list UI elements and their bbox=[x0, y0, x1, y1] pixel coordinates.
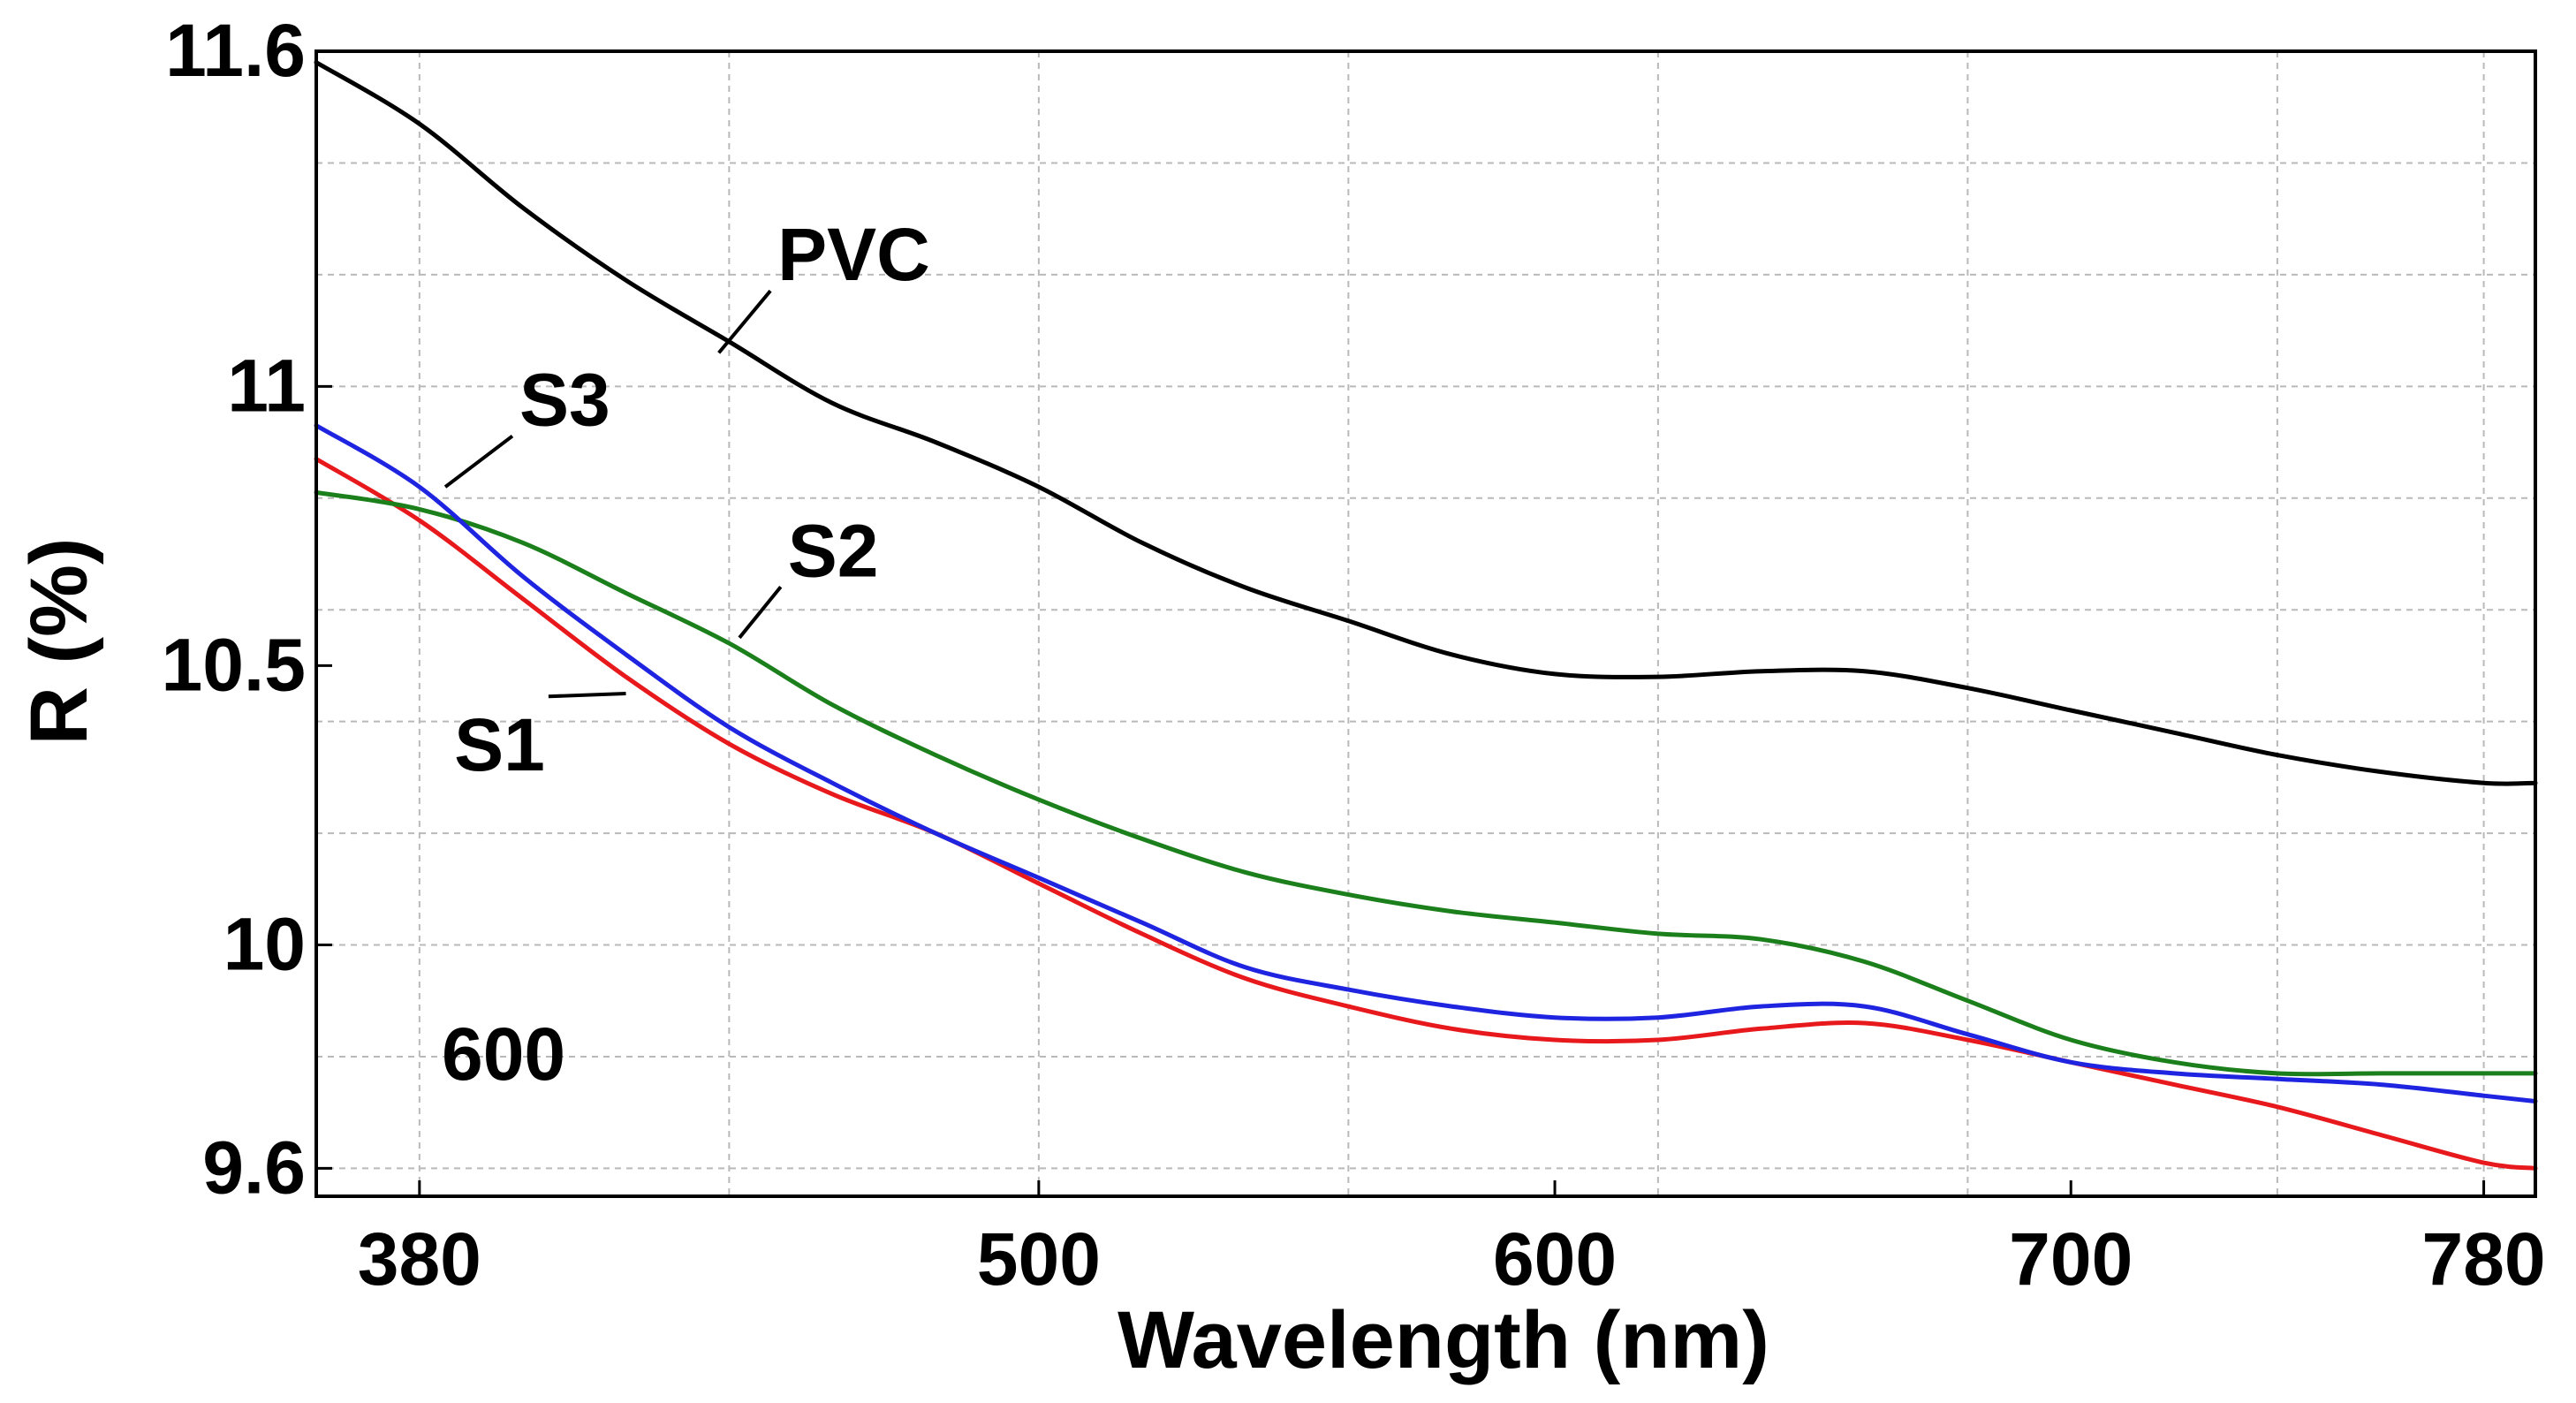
series-labels: PVC S3 S2 S1 bbox=[454, 213, 930, 786]
leader-line-s1 bbox=[548, 692, 626, 699]
series-line-pvc bbox=[314, 60, 2538, 786]
y-axis-ticks: 9.6 10 10.5 11 11.6 bbox=[162, 9, 332, 1209]
series-group bbox=[314, 60, 2538, 1171]
x-tick-label-380: 380 bbox=[358, 1217, 481, 1301]
y-tick-label-0: 9.6 bbox=[202, 1126, 306, 1209]
series-line-s3 bbox=[314, 423, 2538, 1103]
label-leader-lines bbox=[443, 289, 783, 699]
x-tick-label-500: 500 bbox=[977, 1217, 1101, 1301]
y-tick-label-3: 11 bbox=[227, 344, 306, 427]
leader-line-s2 bbox=[738, 586, 783, 640]
plot-frame bbox=[314, 49, 2537, 1198]
x-axis-title: Wavelength (nm) bbox=[1118, 1295, 1769, 1385]
x-tick-label-780: 780 bbox=[2422, 1217, 2546, 1301]
series-label-pvc: PVC bbox=[777, 213, 930, 296]
series-line-s1 bbox=[314, 457, 2538, 1171]
y-tick-label-1: 10 bbox=[224, 903, 306, 986]
series-label-s2: S2 bbox=[788, 509, 879, 592]
y-tick-label-4: 11.6 bbox=[165, 9, 306, 92]
y-tick-label-2: 10.5 bbox=[162, 623, 307, 706]
annotation-600: 600 bbox=[442, 1012, 565, 1096]
series-line-s2 bbox=[314, 489, 2538, 1077]
series-label-s1: S1 bbox=[454, 703, 545, 786]
x-axis-ticks: 380 500 600 700 780 bbox=[358, 1180, 2546, 1301]
x-tick-label-600: 600 bbox=[1493, 1217, 1617, 1301]
leader-line-pvc bbox=[717, 289, 772, 354]
series-label-s3: S3 bbox=[519, 359, 610, 442]
y-axis-title: R (%) bbox=[14, 537, 104, 745]
leader-line-s3 bbox=[443, 434, 514, 489]
x-tick-label-700: 700 bbox=[2009, 1217, 2133, 1301]
